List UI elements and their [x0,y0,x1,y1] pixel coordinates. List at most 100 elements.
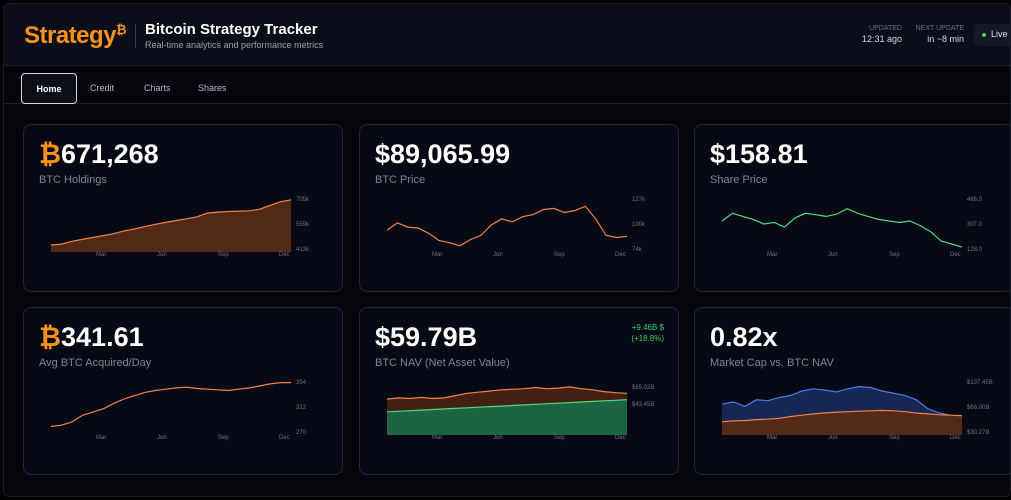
share-price-card: $158.81 Share Price 486.0 307.0 128.0 Mar Jun… [694,124,1010,292]
y-tick-label: 307.0 [967,222,983,228]
metric-label: BTC Price [375,174,426,186]
y-tick-label: 705k [296,197,310,203]
mcap-vs-nav-chart [721,385,963,435]
metric-value: $89,065.99 [375,139,510,170]
x-tick-label: Sep [218,252,229,258]
x-tick-label: Sep [889,252,900,258]
metric-number: 671,268 [61,139,159,169]
x-tick-label: Jun [493,435,503,441]
series-line [50,382,291,428]
live-dot-icon [982,32,986,37]
logo-mark: ₿ [116,22,127,37]
series-line [386,205,628,247]
y-tick-label: $85.02B [632,385,655,391]
metric-value: ₿341.61 [39,322,144,353]
tab-charts[interactable]: Charts [144,83,171,93]
series-area [722,410,962,435]
series-line [721,385,963,418]
x-tick-label: Dec [615,252,626,258]
x-tick-label: Jun [157,435,167,441]
y-tick-label: 100k [632,222,646,228]
metric-value: 0.82x [710,322,778,353]
x-tick-label: Mar [767,252,778,258]
x-tick-label: Mar [432,435,443,441]
tab-home[interactable]: Home [21,73,77,104]
page-subtitle: Real-time analytics and performance metr… [145,40,324,50]
app-window: Strategy₿ Bitcoin Strategy Tracker Real-… [3,3,1011,497]
y-tick-label: 270 [296,430,307,436]
bitcoin-icon: ₿ [39,139,62,169]
x-tick-label: Jun [828,252,838,258]
nav-tabs: Home Credit Charts Shares [4,66,1010,104]
x-tick-label: Dec [950,252,961,258]
updated-stat: UPDATED 12:31 ago [856,25,902,44]
metric-label: Market Cap vs. BTC NAV [710,357,834,369]
next-update-label: NEXT UPDATE [915,25,964,32]
y-tick-label: $30.27B [967,430,990,436]
updated-value: 12:31 ago [861,34,902,44]
strategy-logo[interactable]: Strategy₿ [24,22,127,50]
x-tick-label: Mar [96,435,107,441]
btc-price-chart [386,205,628,247]
x-tick-label: Sep [218,435,229,441]
x-tick-label: Mar [96,252,107,258]
x-tick-label: Jun [828,435,838,441]
metric-label: BTC NAV (Net Asset Value) [375,357,510,369]
metric-label: BTC Holdings [39,174,107,186]
metric-label: Share Price [710,174,768,186]
updated-label: UPDATED [869,25,902,32]
metric-number: 0.82x [710,322,778,352]
mcap-vs-nav-card: 0.82x Market Cap vs. BTC NAV $137.45B $66.… [694,307,1010,475]
x-tick-label: Dec [950,435,961,441]
series-line [721,409,963,423]
y-tick-label: $137.45B [967,380,993,386]
btc-holdings-chart [50,199,292,252]
y-tick-label: 559k [296,222,310,228]
x-tick-label: Mar [767,435,778,441]
live-badge: Live [974,24,1010,46]
delta-badge: +9.46B $ (+18.8%) [631,322,664,344]
metric-value: $59.79B [375,322,477,353]
metric-number: $59.79B [375,322,478,352]
x-tick-label: Mar [432,252,443,258]
y-tick-label: 312 [296,405,307,411]
y-tick-label: 128.0 [967,247,983,253]
x-tick-label: Dec [279,435,290,441]
series-line [721,208,963,248]
y-tick-label: $66.00B [967,405,990,411]
btc-nav-card: $59.79B BTC NAV (Net Asset Value) +9.46B … [359,307,679,475]
series-area [51,199,291,252]
header: Strategy₿ Bitcoin Strategy Tracker Real-… [4,4,1010,66]
next-update-stat: NEXT UPDATE in ~8 min [909,25,964,44]
metric-label: Avg BTC Acquired/Day [39,357,152,369]
delta-value: +9.46B $ [631,323,664,332]
bitcoin-icon: ₿ [39,322,62,352]
y-tick-label: 486.0 [967,197,983,203]
btc-nav-chart [386,386,628,435]
avg-btc-per-day-card: ₿341.61 Avg BTC Acquired/Day 354 312 270 Mar… [23,307,343,475]
divider [135,24,136,48]
x-tick-label: Jun [157,252,167,258]
metric-number: $89,065.99 [375,139,511,169]
metric-number: 341.61 [61,322,144,352]
y-tick-label: 413k [296,247,310,253]
x-tick-label: Sep [554,252,565,258]
series-line [50,199,292,246]
tab-shares[interactable]: Shares [198,83,227,93]
metric-number: $158.81 [710,139,808,169]
x-tick-label: Sep [554,435,565,441]
next-update-value: in ~8 min [927,34,964,44]
series-line [386,399,628,413]
y-tick-label: 127k [632,197,646,203]
logo-text: Strategy [24,22,117,49]
avg-btc-per-day-chart [50,382,291,428]
x-tick-label: Dec [615,435,626,441]
y-tick-label: 354 [296,380,307,386]
tab-credit[interactable]: Credit [90,83,115,93]
btc-price-card: $89,065.99 BTC Price 127k 100k 74k Mar Jun Sep… [359,124,679,292]
btc-holdings-card: ₿671,268 BTC Holdings 705k 559k 413k Mar Jun S… [23,124,343,292]
series-area [387,399,627,435]
live-label: Live [991,29,1008,39]
x-tick-label: Dec [279,252,290,258]
series-line [386,386,628,400]
